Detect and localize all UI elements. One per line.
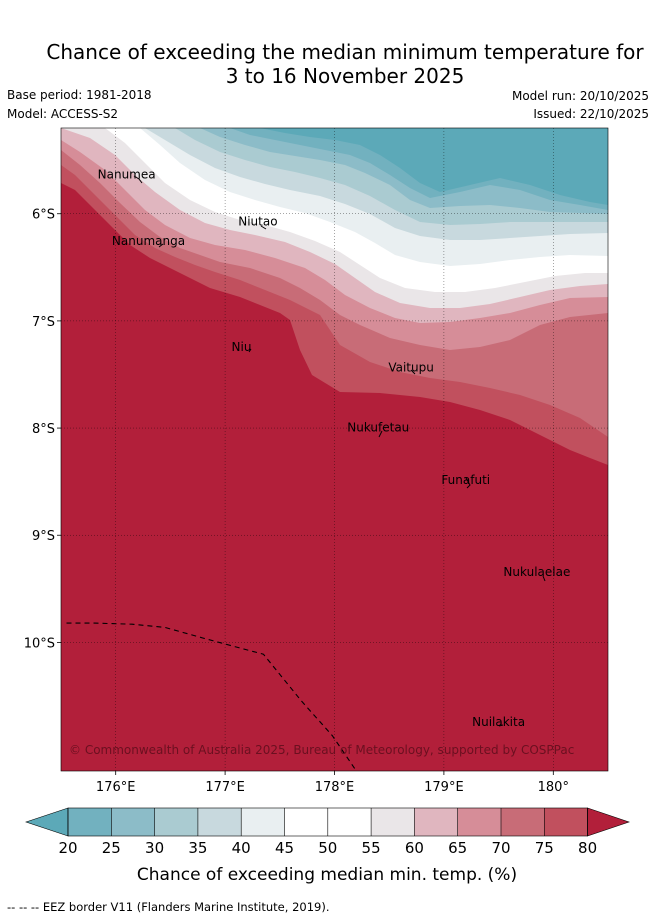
axis-ticks: 176°E 177°E 178°E 179°E 180° 6°S 7°S 8°S 9°S 10°S	[24, 208, 569, 795]
tick-label-lon: 179°E	[424, 780, 464, 795]
contour-field	[61, 128, 608, 771]
title-line-2: 3 to 16 November 2025	[225, 64, 465, 88]
colorbar-tick-label: 35	[188, 839, 207, 857]
island-niu	[248, 348, 252, 353]
colorbar-band	[241, 808, 285, 836]
tick-label-lat: 6°S	[32, 208, 55, 223]
place-labels: Nanumea Niutao Nanumanga Niu Vaitupu Nukufeta…	[98, 167, 571, 729]
colorbar-tick-label: 40	[232, 839, 251, 857]
colorbar-tick-label: 20	[58, 839, 77, 857]
eez-footnote: -- -- -- EEZ border V11 (Flanders Marine…	[7, 900, 330, 914]
eez-border	[66, 622, 357, 771]
island-nukulaelae	[542, 575, 546, 582]
tick-label-lat: 7°S	[32, 315, 55, 330]
tick-label-lon: 176°E	[96, 780, 136, 795]
colorbar-band	[111, 808, 155, 836]
tick-label-lat: 10°S	[24, 636, 55, 651]
place-label-vaitupu: Vaitupu	[388, 360, 434, 374]
island-vaitupu	[410, 369, 416, 375]
tick-label-lat: 8°S	[32, 422, 55, 437]
colorbar-band	[327, 808, 372, 836]
island-niutao	[260, 225, 267, 230]
graticule	[61, 128, 608, 771]
eez-border-line	[66, 622, 357, 771]
tick-label-lon: 178°E	[315, 780, 355, 795]
place-label-nanumanga: Nanumanga	[112, 234, 185, 248]
colorbar-tick-label: 45	[275, 839, 294, 857]
colorbar: 20 25 30 35 40 45 50 55 60 65 70 75 80	[25, 807, 630, 857]
colorbar-band	[284, 808, 328, 836]
place-label-niutao: Niutao	[238, 215, 277, 229]
colorbar-band	[414, 808, 458, 836]
contour-band-20	[61, 128, 608, 205]
colorbar-extend-high	[587, 807, 630, 837]
base-period: Base period: 1981-2018	[7, 88, 152, 102]
tick-label-lon: 180°	[538, 780, 569, 795]
colorbar-band	[371, 808, 415, 836]
copyright-credit: © Commonwealth of Australia 2025, Bureau…	[69, 743, 574, 757]
colorbar-band	[197, 808, 242, 836]
map-figure: Nanumea Niutao Nanumanga Niu Vaitupu Nukufeta…	[24, 127, 630, 885]
colorbar-band	[501, 808, 545, 836]
place-label-funafuti: Funafuti	[441, 473, 490, 487]
colorbar-tick-label: 60	[405, 839, 424, 857]
place-label-nanumea: Nanumea	[98, 167, 156, 181]
title-line-1: Chance of exceeding the median minimum t…	[46, 40, 644, 64]
colorbar-band	[544, 808, 588, 836]
model-name: Model: ACCESS-S2	[7, 107, 119, 121]
tick-label-lon: 177°E	[205, 780, 245, 795]
colorbar-tick-label: 65	[448, 839, 467, 857]
tick-label-lat: 9°S	[32, 529, 55, 544]
issued-date: Issued: 22/10/2025	[533, 107, 649, 121]
colorbar-tick-label: 55	[362, 839, 381, 857]
island-shapes	[133, 175, 546, 727]
place-label-nukufetau: Nukufetau	[347, 420, 409, 434]
place-label-nuilakita: Nuilakita	[472, 715, 525, 729]
colorbar-band	[154, 808, 198, 836]
place-label-niu: Niu	[232, 340, 252, 354]
page-title: Chance of exceeding the median minimum t…	[0, 40, 655, 88]
colorbar-tick-label: 30	[145, 839, 164, 857]
colorbar-extend-low	[25, 807, 69, 837]
place-label-nukulaelae: Nukulaelae	[503, 565, 570, 579]
colorbar-band	[457, 808, 501, 836]
model-run: Model run: 20/10/2025	[511, 89, 649, 103]
colorbar-label: Chance of exceeding median min. temp. (%…	[137, 865, 517, 885]
colorbar-tick-label: 80	[578, 839, 597, 857]
island-funafuti	[465, 477, 471, 489]
colorbar-tick-label: 70	[491, 839, 510, 857]
colorbar-tick-label: 75	[535, 839, 554, 857]
island-nukufetau	[378, 430, 383, 438]
colorbar-tick-label: 50	[318, 839, 337, 857]
colorbar-band	[68, 808, 112, 836]
island-nuilakita	[498, 724, 504, 727]
colorbar-tick-label: 25	[102, 839, 121, 857]
island-nanumea	[133, 175, 143, 184]
island-nanumanga	[158, 243, 164, 248]
